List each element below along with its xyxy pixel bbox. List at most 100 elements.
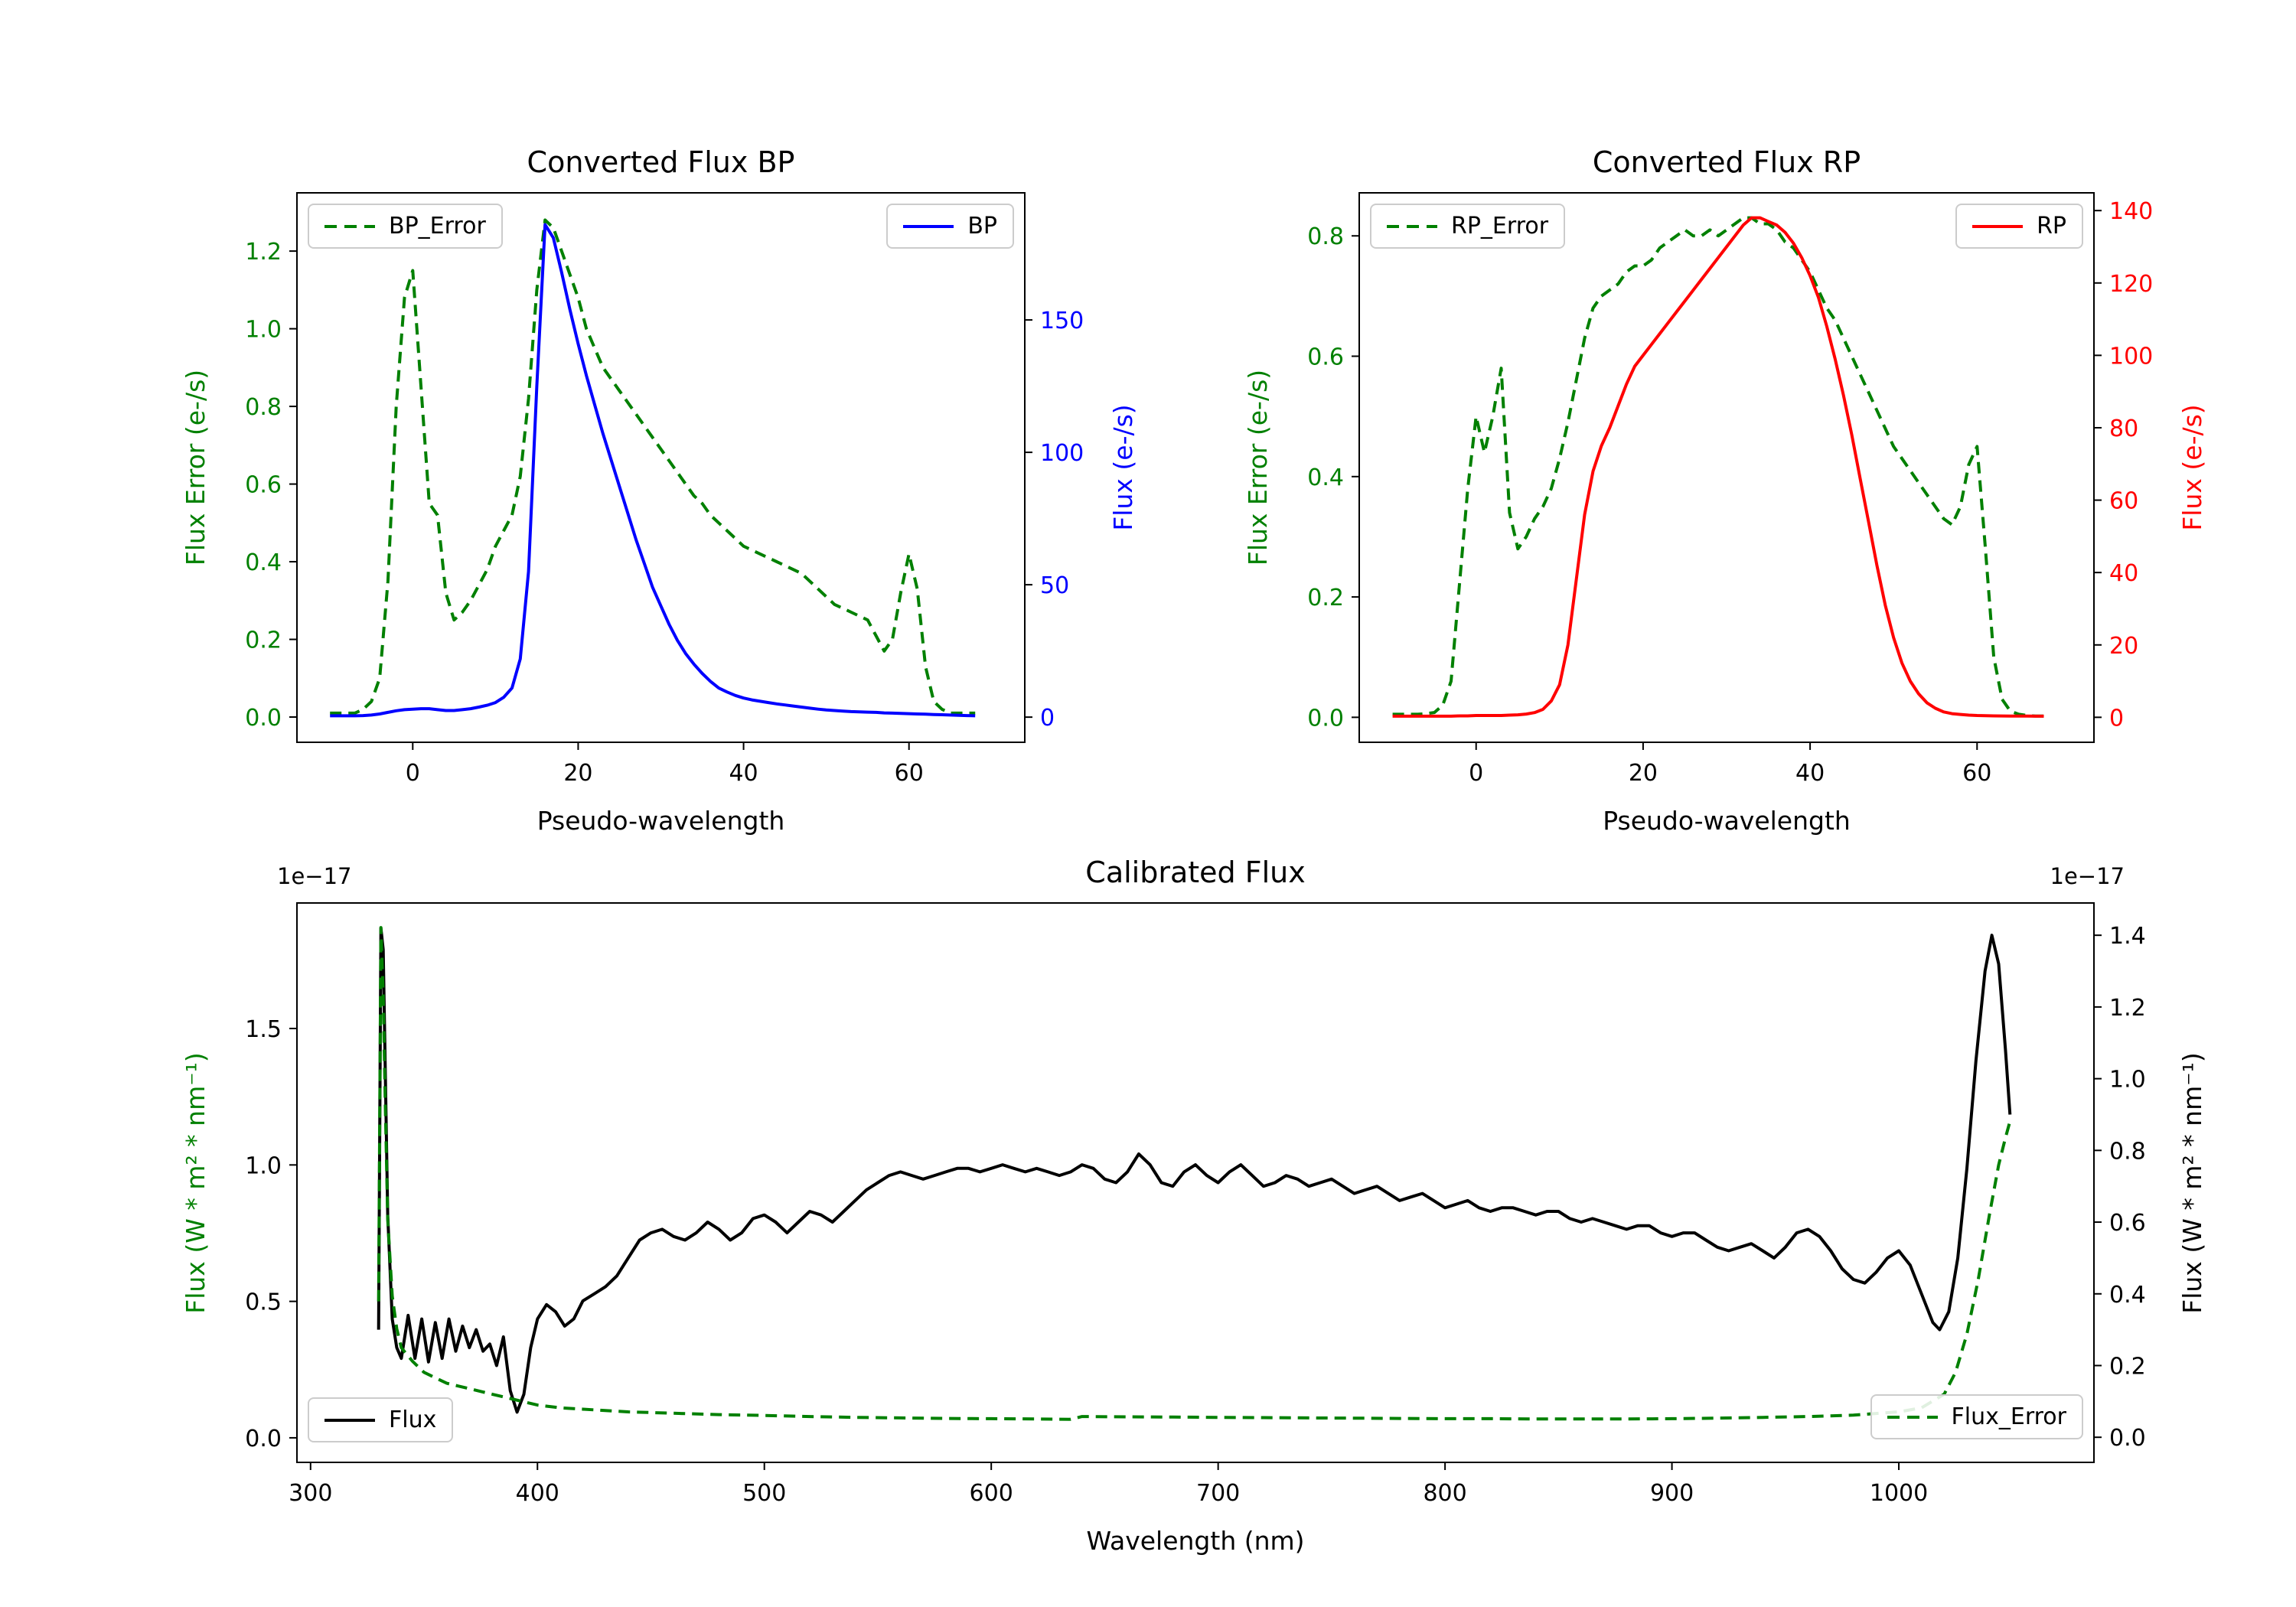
legend-flux-error: Flux_Error (1870, 1394, 2083, 1439)
x-tick-label: 900 (1650, 1480, 1694, 1507)
y-tick-label-left: 0.0 (245, 705, 282, 732)
legend-label: BP_Error (389, 213, 486, 240)
legend-line-sample (1972, 224, 2024, 228)
x-tick-label: 600 (970, 1480, 1013, 1507)
legend-label: BP (967, 213, 997, 240)
legend-rp-error: RP_Error (1370, 204, 1566, 249)
series-Flux_Error (377, 926, 2012, 1421)
x-axis-label: Wavelength (nm) (1086, 1526, 1305, 1556)
axis-offset-text-left: 1e−17 (277, 863, 352, 889)
y-tick-label-right: 80 (2109, 416, 2138, 442)
x-tick-label: 400 (516, 1480, 559, 1507)
x-tick-label: 300 (289, 1480, 332, 1507)
legend-line-sample (903, 224, 954, 228)
x-tick-label: 500 (742, 1480, 786, 1507)
x-tick-label: 20 (563, 760, 592, 787)
chart-title: Converted Flux BP (527, 145, 795, 179)
series-Flux (377, 926, 2012, 1414)
y-axis-label-right: Flux (e-/s) (1108, 404, 1138, 531)
series-BP (330, 223, 976, 718)
y-tick-label-right: 20 (2109, 633, 2138, 660)
x-tick-label: 40 (1795, 760, 1825, 787)
y-tick-label-left: 0.0 (1307, 705, 1344, 732)
subplot-calibrated-flux: Calibrated Flux 1e−17 1e−17 Flux (W * m²… (181, 856, 2207, 1556)
chart-title: Converted Flux RP (1592, 145, 1861, 179)
series-RP_Error (1392, 216, 2044, 718)
x-tick-label: 20 (1629, 760, 1658, 787)
legend-bp-error: BP_Error (308, 204, 503, 249)
y-tick-label-right: 100 (1040, 440, 1084, 467)
y-tick-label-right: 0.2 (2109, 1353, 2146, 1380)
x-tick-label: 800 (1423, 1480, 1466, 1507)
y-tick-label-right: 0 (2109, 705, 2124, 732)
legend-label: RP_Error (1451, 213, 1549, 240)
y-tick-label-left: 0.4 (1307, 464, 1344, 491)
y-tick-label-right: 0 (1040, 705, 1055, 732)
y-tick-label-right: 0.0 (2109, 1425, 2146, 1452)
y-tick-label-left: 0.8 (245, 394, 282, 421)
plot-svg: 0 20 40 60 0.0 0.2 0.4 0.6 0.8 0 20 40 60 80 100 120 140 (1307, 192, 2153, 787)
legend-line-sample (325, 1418, 375, 1422)
x-tick-label: 60 (1962, 760, 1991, 787)
y-tick-label-right: 150 (1040, 308, 1084, 334)
y-tick-label-right: 1.4 (2109, 923, 2146, 950)
y-tick-label-left: 1.2 (245, 239, 282, 266)
y-tick-label-right: 120 (2109, 271, 2153, 298)
y-tick-label-right: 0.4 (2109, 1282, 2146, 1309)
plot-area: 0 20 40 60 0.0 0.2 0.4 0.6 0.8 0 20 40 60 80 100 120 140 (1307, 192, 2153, 787)
y-tick-label-left: 0.6 (1307, 344, 1344, 371)
y-axis-label-left: Flux (W * m² * nm⁻¹) (181, 1051, 210, 1314)
y-tick-label-left: 0.8 (1307, 223, 1344, 250)
axis-offset-text-right: 1e−17 (2050, 863, 2125, 889)
y-tick-label-left: 0.2 (245, 627, 282, 654)
x-axis-label: Pseudo-wavelength (1603, 806, 1851, 836)
series-BP_Error (330, 218, 976, 715)
subplot-converted-flux-bp: Converted Flux BP Flux Error (e-/s) Flux… (181, 145, 1138, 836)
x-tick-label: 1000 (1870, 1480, 1928, 1507)
x-tick-label: 60 (895, 760, 924, 787)
y-tick-label-right: 1.0 (2109, 1067, 2146, 1094)
y-tick-label-right: 50 (1040, 572, 1069, 599)
y-axis-label-right: Flux (W * m² * nm⁻¹) (2177, 1051, 2207, 1314)
y-tick-label-right: 0.8 (2109, 1138, 2146, 1165)
y-tick-label-right: 40 (2109, 560, 2138, 587)
y-tick-label-right: 0.6 (2109, 1210, 2146, 1237)
legend-bp: BP (886, 204, 1014, 249)
plot-area: 0 20 40 60 0.0 0.2 0.4 0.6 0.8 1.0 1.2 0 50 100 150 (245, 192, 1084, 787)
legend-line-sample (1387, 224, 1437, 228)
y-tick-label-right: 100 (2109, 343, 2153, 370)
legend-label: Flux_Error (1951, 1403, 2066, 1430)
legend-flux: Flux (308, 1397, 454, 1442)
x-tick-label: 40 (729, 760, 758, 787)
legend-rp: RP (1955, 204, 2083, 249)
plot-area: 300 400 500 600 700 800 900 1000 0.0 0.5 1.0 1.5 0.0… (245, 902, 2146, 1507)
y-tick-label-right: 1.2 (2109, 995, 2146, 1022)
y-tick-label-right: 140 (2109, 198, 2153, 225)
y-tick-label-right: 60 (2109, 488, 2138, 515)
y-tick-label-left: 0.0 (245, 1426, 282, 1452)
x-axis-label: Pseudo-wavelength (536, 806, 785, 836)
series-RP (1392, 216, 2044, 718)
subplot-converted-flux-rp: Converted Flux RP Flux Error (e-/s) Flux… (1243, 145, 2207, 836)
y-tick-label-left: 0.6 (245, 472, 282, 499)
y-tick-label-left: 0.5 (245, 1289, 282, 1316)
y-axis-label-left: Flux Error (e-/s) (181, 369, 210, 566)
plot-svg: 300 400 500 600 700 800 900 1000 0.0 0.5 1.0 1.5 0.0… (245, 902, 2146, 1507)
chart-title: Calibrated Flux (1085, 856, 1306, 889)
x-tick-label: 0 (1469, 760, 1483, 787)
x-tick-label: 700 (1196, 1480, 1240, 1507)
x-tick-label: 0 (406, 760, 420, 787)
legend-line-sample (325, 224, 375, 228)
y-tick-label-left: 1.5 (245, 1016, 282, 1043)
y-tick-label-left: 0.2 (1307, 585, 1344, 611)
legend-label: Flux (389, 1407, 437, 1433)
y-tick-label-left: 0.4 (245, 549, 282, 576)
y-tick-label-left: 1.0 (245, 1152, 282, 1179)
legend-label: RP (2037, 213, 2066, 240)
legend-line-sample (1887, 1415, 1938, 1419)
y-axis-label-right: Flux (e-/s) (2177, 404, 2207, 531)
y-tick-label-left: 1.0 (245, 317, 282, 344)
plot-svg: 0 20 40 60 0.0 0.2 0.4 0.6 0.8 1.0 1.2 0 50 100 150 (245, 192, 1084, 787)
y-axis-label-left: Flux Error (e-/s) (1243, 369, 1273, 566)
